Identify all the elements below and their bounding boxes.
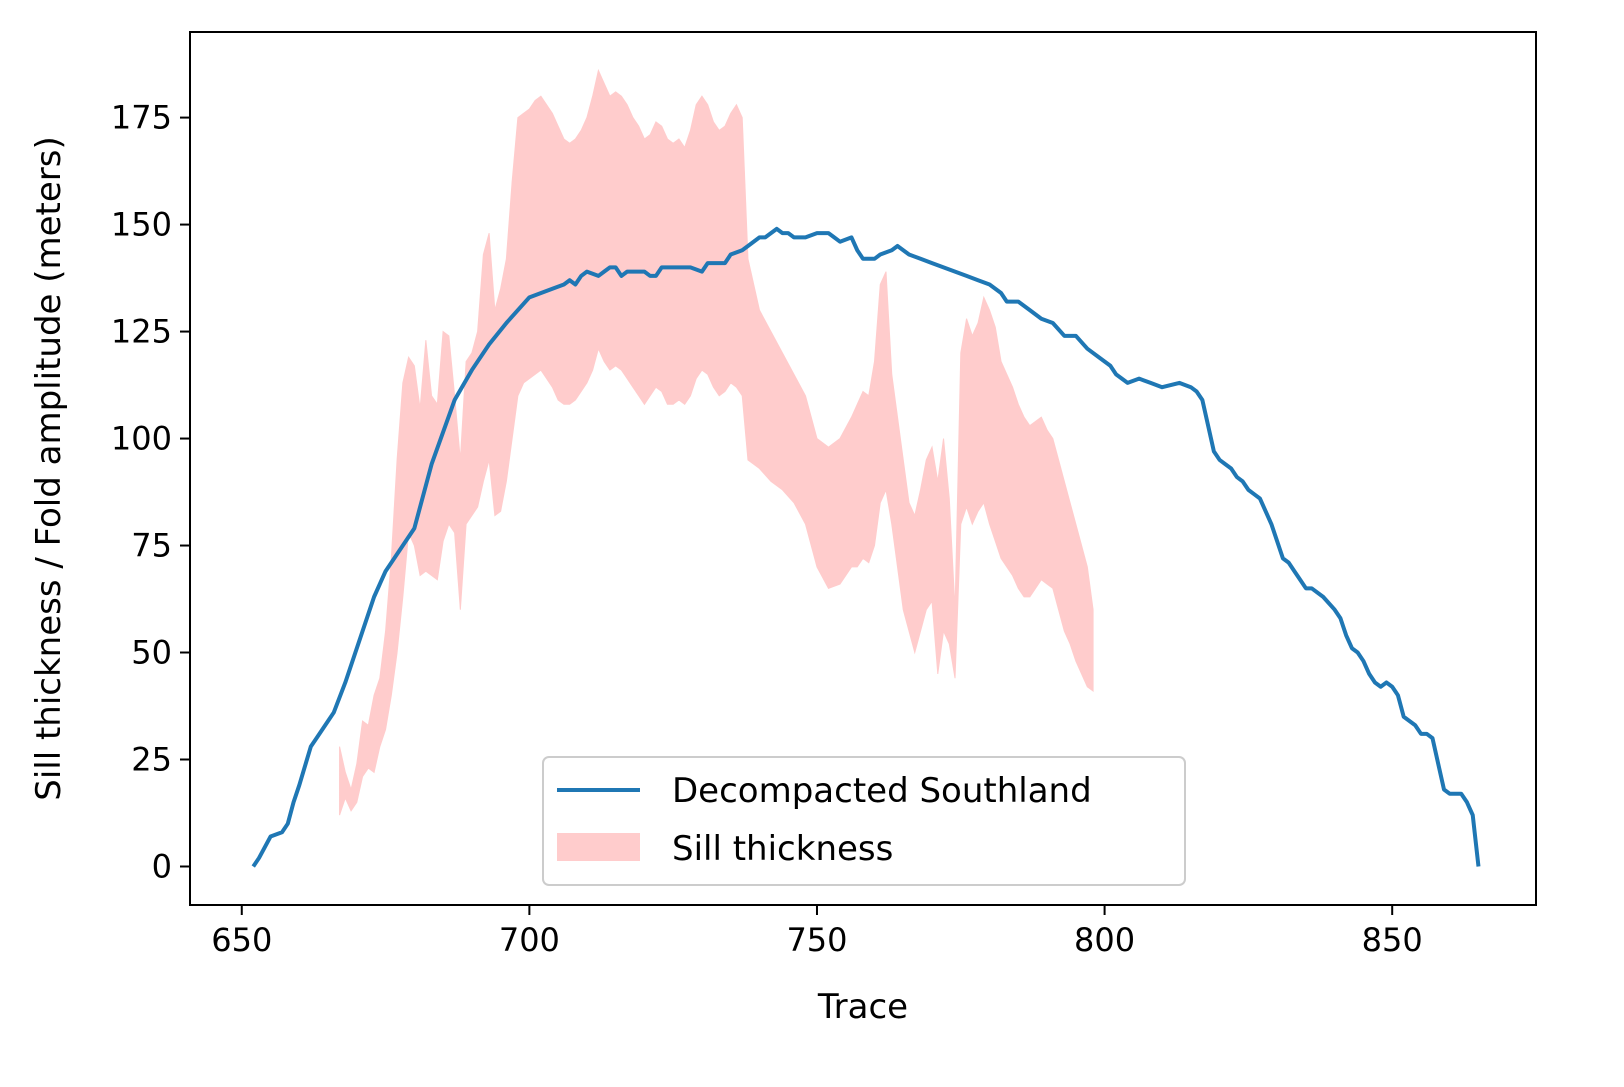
x-axis-title: Trace <box>817 987 908 1027</box>
x-tick-label: 700 <box>499 921 560 959</box>
legend-box <box>542 756 1186 886</box>
y-tick-label: 75 <box>131 527 172 565</box>
plot-frame <box>189 31 1537 906</box>
x-tick-label: 650 <box>211 921 272 959</box>
y-tick-label: 0 <box>152 847 172 885</box>
legend-patch-swatch <box>557 833 640 861</box>
y-tick-label: 25 <box>131 741 172 779</box>
y-axis: 0 25 50 75 100 125 150 175 <box>111 99 190 885</box>
x-tick-label: 850 <box>1362 921 1423 959</box>
y-tick-label: 175 <box>111 99 172 137</box>
y-tick-label: 125 <box>111 313 172 351</box>
y-axis-title: Sill thickness / Fold amplitude (meters) <box>29 136 69 801</box>
y-tick-label: 100 <box>111 420 172 458</box>
legend-label-line: Decompacted Southland <box>672 771 1092 811</box>
decompacted-southland-line <box>251 226 1481 868</box>
sill-thickness-band <box>339 68 1094 816</box>
x-axis: 650 700 750 800 850 <box>211 905 1423 959</box>
plot-area <box>251 68 1481 868</box>
x-tick-label: 800 <box>1074 921 1135 959</box>
legend-label-band: Sill thickness <box>672 829 893 869</box>
y-tick-label: 150 <box>111 206 172 244</box>
y-tick-label: 50 <box>131 634 172 672</box>
line-layer <box>251 226 1481 868</box>
legend: Decompacted Southland Sill thickness <box>542 756 1186 886</box>
x-tick-label: 750 <box>786 921 847 959</box>
band-layer <box>339 68 1094 816</box>
